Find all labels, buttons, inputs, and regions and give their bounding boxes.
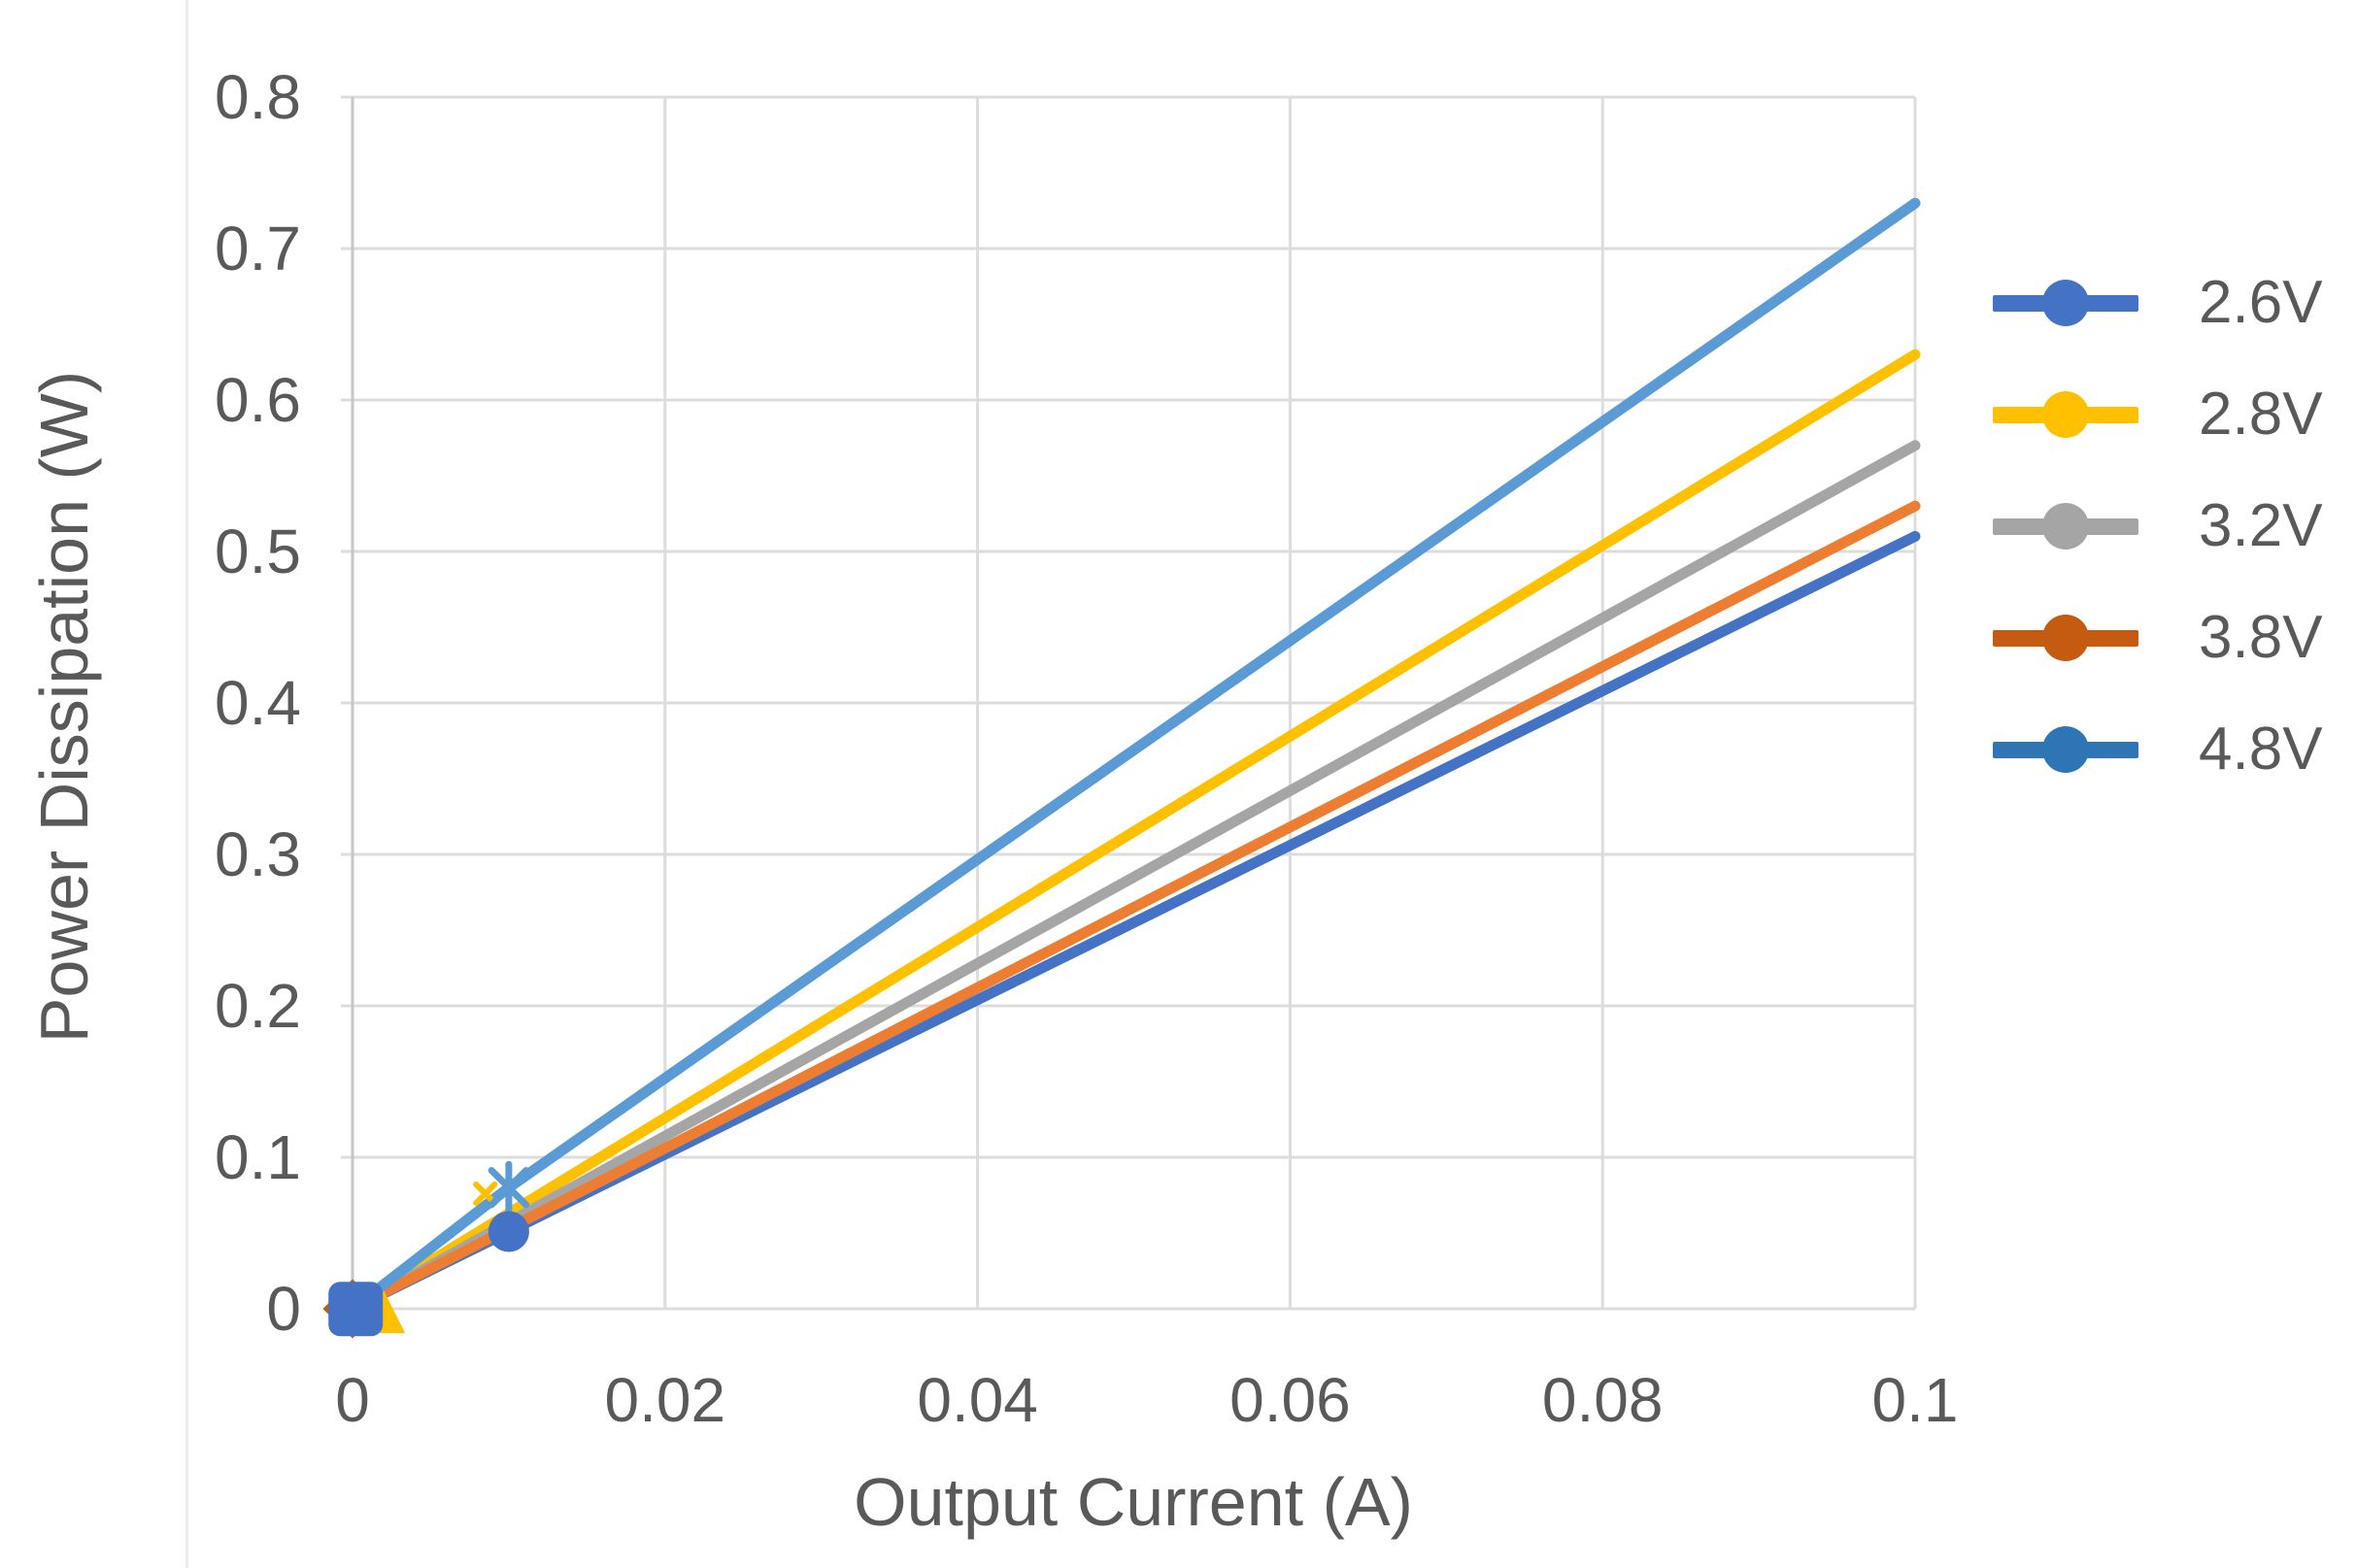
series-line-3.8V	[347, 500, 1921, 1315]
legend-marker-icon	[1993, 614, 2138, 661]
series-line-4.8V	[347, 197, 1921, 1315]
y-tick-label: 0.4	[215, 668, 301, 738]
series-line-2.8V	[347, 349, 1921, 1315]
x-tick-label: 0.08	[1541, 1365, 1664, 1435]
x-tick-label: 0.1	[1871, 1365, 1959, 1435]
star-marker	[488, 1160, 530, 1215]
legend-item-3.8V: 3.8V	[1993, 582, 2323, 693]
x-tick-label: 0.04	[917, 1365, 1038, 1435]
y-tick-label: 0.5	[215, 517, 301, 586]
y-tick-label: 0.8	[215, 62, 301, 132]
square-marker	[328, 1282, 384, 1337]
legend-item-2.6V: 2.6V	[1993, 247, 2323, 358]
legend-marker-icon	[1993, 390, 2138, 438]
legend-marker-icon	[1993, 725, 2138, 773]
legend-label: 4.8V	[2199, 715, 2323, 783]
legend-item-2.8V: 2.8V	[1993, 358, 2323, 470]
legend-marker-icon	[1993, 502, 2138, 550]
circle-marker	[488, 1211, 529, 1252]
legend-marker-icon	[1993, 279, 2138, 326]
y-tick-label: 0	[266, 1274, 301, 1344]
legend-label: 2.8V	[2199, 380, 2323, 448]
legend-item-3.2V: 3.2V	[1993, 470, 2323, 582]
legend-label: 2.6V	[2199, 268, 2323, 336]
x-axis-title: Output Current (A)	[854, 1464, 1413, 1540]
y-tick-label: 0.6	[215, 365, 301, 435]
x-tick-label: 0.02	[604, 1365, 726, 1435]
y-tick-label: 0.2	[215, 971, 301, 1041]
x-marker	[473, 1181, 498, 1207]
y-tick-label: 0.7	[215, 214, 301, 284]
legend-label: 3.8V	[2199, 603, 2323, 671]
y-axis-title: Power Dissipation (W)	[26, 370, 102, 1044]
series-line-3.2V	[347, 440, 1921, 1315]
y-tick-label: 0.1	[215, 1122, 301, 1192]
legend-item-4.8V: 4.8V	[1993, 693, 2323, 805]
sheet-edge-line	[185, 0, 188, 1568]
legend-label: 3.2V	[2199, 491, 2323, 559]
y-tick-label: 0.3	[215, 819, 301, 889]
x-tick-label: 0.06	[1229, 1365, 1351, 1435]
x-tick-label: 0	[335, 1365, 370, 1435]
